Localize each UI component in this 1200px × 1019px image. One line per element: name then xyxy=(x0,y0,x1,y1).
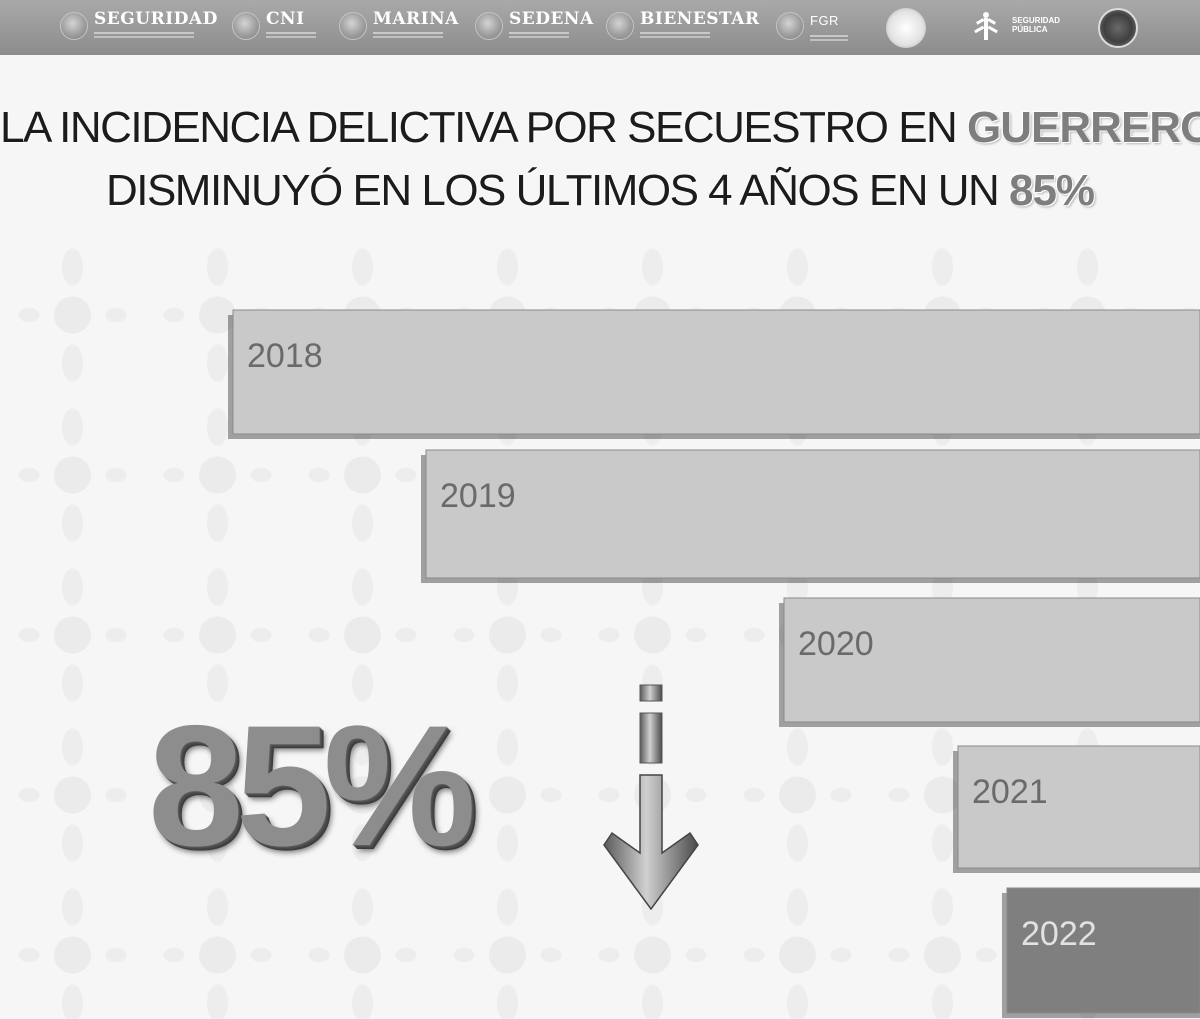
bar-group-2019: 2019 xyxy=(421,449,1200,583)
bar-label-2021: 2021 xyxy=(972,773,1048,811)
fgr-badge-icon xyxy=(1098,8,1138,48)
bar-label-2019: 2019 xyxy=(440,477,516,515)
federal-police-emblem-icon xyxy=(886,8,926,48)
eagle-seal-icon xyxy=(475,12,503,40)
logo-label: CNI xyxy=(266,9,305,29)
headline-percent-highlight: 85% xyxy=(1008,166,1095,215)
eagle-seal-icon xyxy=(60,12,88,40)
bar-2020 xyxy=(783,597,1200,723)
bar-group-2021: 2021 xyxy=(953,745,1200,873)
headline-text: DISMINUYÓ EN LOS ÚLTIMOS 4 AÑOS EN UN xyxy=(105,166,1009,215)
down-arrow-icon xyxy=(603,684,699,911)
logo-label: BIENESTAR xyxy=(640,9,760,29)
bar-group-2020: 2020 xyxy=(779,597,1200,727)
headline-text: LA INCIDENCIA DELICTIVA POR SECUESTRO EN xyxy=(0,103,968,152)
logo-label: SEGURIDAD xyxy=(94,9,218,29)
bar-label-2018: 2018 xyxy=(247,337,323,375)
ssp-tree-icon xyxy=(974,12,998,40)
bar-2018 xyxy=(232,309,1200,435)
logo-label: MARINA xyxy=(373,9,459,29)
bar-2022 xyxy=(1006,887,1200,1014)
big-percentage: 85% xyxy=(148,690,476,882)
headline-line-1: LA INCIDENCIA DELICTIVA POR SECUESTRO EN… xyxy=(0,103,1200,153)
headline-line-2: DISMINUYÓ EN LOS ÚLTIMOS 4 AÑOS EN UN 85… xyxy=(0,166,1200,216)
logo-label: SEDENA xyxy=(509,9,594,29)
logo-label: FGR xyxy=(810,13,839,28)
ssp-label: SEGURIDAD PÚBLICA xyxy=(1012,16,1061,34)
bar-label-2022: 2022 xyxy=(1021,915,1097,953)
eagle-seal-icon xyxy=(232,12,260,40)
eagle-seal-icon xyxy=(776,12,804,40)
eagle-seal-icon xyxy=(606,12,634,40)
bar-2019 xyxy=(425,449,1200,579)
bar-2021 xyxy=(957,745,1200,869)
headline-state-highlight: GUERRERO xyxy=(967,103,1200,152)
bar-label-2020: 2020 xyxy=(798,625,874,663)
agency-logo-bar: SEGURIDAD CNI MARINA SEDENA BIENESTAR FG… xyxy=(0,0,1200,55)
eagle-seal-icon xyxy=(339,12,367,40)
bar-group-2022: 2022 xyxy=(1002,887,1200,1018)
bar-group-2018: 2018 xyxy=(228,309,1200,439)
